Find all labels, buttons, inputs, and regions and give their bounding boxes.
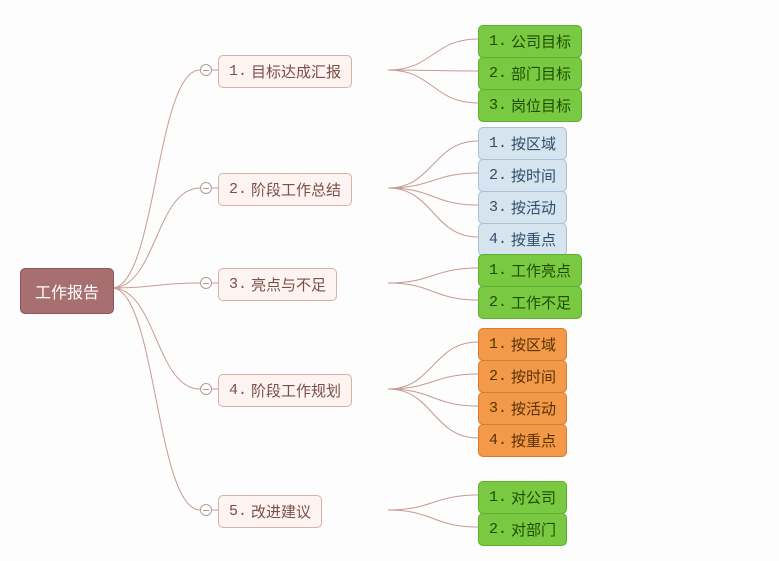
leaf-node[interactable]: 2.部门目标 — [478, 57, 582, 90]
leaf-label: 工作不足 — [511, 292, 571, 313]
leaf-node[interactable]: 1.按区域 — [478, 127, 567, 160]
branch-node[interactable]: 2.阶段工作总结 — [218, 173, 352, 206]
leaf-node[interactable]: 3.按活动 — [478, 191, 567, 224]
leaf-label: 按时间 — [511, 366, 556, 387]
leaf-label: 按区域 — [511, 133, 556, 154]
root-label: 工作报告 — [35, 279, 99, 303]
branch-number: 2. — [229, 181, 247, 198]
leaf-number: 1. — [489, 262, 507, 279]
leaf-number: 3. — [489, 97, 507, 114]
leaf-label: 公司目标 — [511, 31, 571, 52]
collapse-toggle[interactable] — [200, 277, 212, 289]
leaf-number: 3. — [489, 199, 507, 216]
leaf-number: 2. — [489, 65, 507, 82]
branch-node[interactable]: 5.改进建议 — [218, 495, 322, 528]
leaf-number: 2. — [489, 294, 507, 311]
leaf-node[interactable]: 4.按重点 — [478, 223, 567, 256]
branch-number: 4. — [229, 382, 247, 399]
leaf-number: 1. — [489, 336, 507, 353]
leaf-node[interactable]: 2.按时间 — [478, 159, 567, 192]
branch-number: 5. — [229, 503, 247, 520]
leaf-label: 按区域 — [511, 334, 556, 355]
leaf-number: 2. — [489, 368, 507, 385]
collapse-toggle[interactable] — [200, 182, 212, 194]
leaf-number: 2. — [489, 521, 507, 538]
root-node[interactable]: 工作报告 — [20, 268, 114, 314]
leaf-label: 对部门 — [511, 519, 556, 540]
leaf-label: 部门目标 — [511, 63, 571, 84]
leaf-label: 工作亮点 — [511, 260, 571, 281]
leaf-label: 按时间 — [511, 165, 556, 186]
leaf-node[interactable]: 3.按活动 — [478, 392, 567, 425]
leaf-number: 1. — [489, 135, 507, 152]
leaf-label: 对公司 — [511, 487, 556, 508]
connector-layer — [0, 0, 779, 561]
collapse-toggle[interactable] — [200, 504, 212, 516]
leaf-node[interactable]: 2.对部门 — [478, 513, 567, 546]
branch-label: 改进建议 — [251, 501, 311, 522]
leaf-number: 1. — [489, 33, 507, 50]
leaf-node[interactable]: 1.工作亮点 — [478, 254, 582, 287]
branch-number: 3. — [229, 276, 247, 293]
collapse-toggle[interactable] — [200, 383, 212, 395]
leaf-number: 2. — [489, 167, 507, 184]
leaf-label: 按重点 — [511, 430, 556, 451]
collapse-toggle[interactable] — [200, 64, 212, 76]
leaf-label: 岗位目标 — [511, 95, 571, 116]
leaf-node[interactable]: 1.公司目标 — [478, 25, 582, 58]
branch-label: 阶段工作总结 — [251, 179, 341, 200]
leaf-node[interactable]: 1.按区域 — [478, 328, 567, 361]
branch-number: 1. — [229, 63, 247, 80]
leaf-node[interactable]: 4.按重点 — [478, 424, 567, 457]
branch-label: 阶段工作规划 — [251, 380, 341, 401]
leaf-node[interactable]: 3.岗位目标 — [478, 89, 582, 122]
branch-label: 目标达成汇报 — [251, 61, 341, 82]
leaf-number: 4. — [489, 432, 507, 449]
leaf-number: 1. — [489, 489, 507, 506]
branch-label: 亮点与不足 — [251, 274, 326, 295]
leaf-node[interactable]: 1.对公司 — [478, 481, 567, 514]
branch-node[interactable]: 1.目标达成汇报 — [218, 55, 352, 88]
leaf-label: 按重点 — [511, 229, 556, 250]
leaf-node[interactable]: 2.工作不足 — [478, 286, 582, 319]
leaf-number: 3. — [489, 400, 507, 417]
leaf-label: 按活动 — [511, 197, 556, 218]
branch-node[interactable]: 4.阶段工作规划 — [218, 374, 352, 407]
branch-node[interactable]: 3.亮点与不足 — [218, 268, 337, 301]
leaf-number: 4. — [489, 231, 507, 248]
leaf-node[interactable]: 2.按时间 — [478, 360, 567, 393]
leaf-label: 按活动 — [511, 398, 556, 419]
